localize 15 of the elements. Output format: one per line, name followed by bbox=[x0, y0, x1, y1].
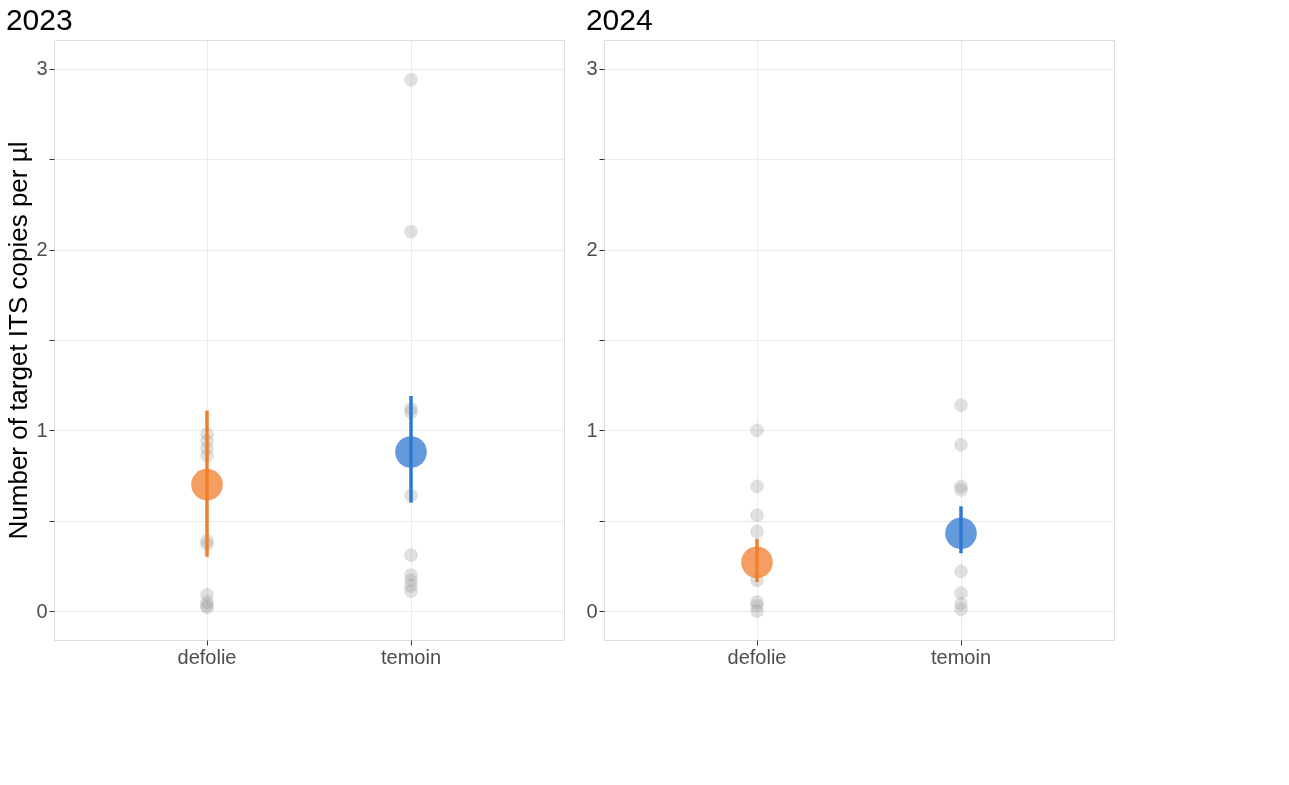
y-tick-label: 0 bbox=[36, 599, 48, 622]
y-tick-label: 1 bbox=[586, 418, 598, 441]
y-axis-title: Number of target ITS copies per µl bbox=[3, 141, 34, 540]
y-tick-label: 2 bbox=[36, 238, 48, 261]
y-tick-label: 3 bbox=[586, 57, 598, 80]
y-tick-label: 1 bbox=[36, 418, 48, 441]
x-tick-label: defolie bbox=[177, 645, 237, 668]
chart-title: 2023 bbox=[5, 3, 73, 36]
x-tick-label: temoin bbox=[930, 645, 992, 668]
chart-title: 2024 bbox=[585, 3, 653, 36]
y-tick-label: 3 bbox=[36, 57, 48, 80]
x-tick-label: defolie bbox=[727, 645, 787, 668]
y-tick-label: 0 bbox=[586, 599, 598, 622]
y-tick-label: 2 bbox=[586, 238, 598, 261]
x-tick-label: temoin bbox=[380, 645, 442, 668]
